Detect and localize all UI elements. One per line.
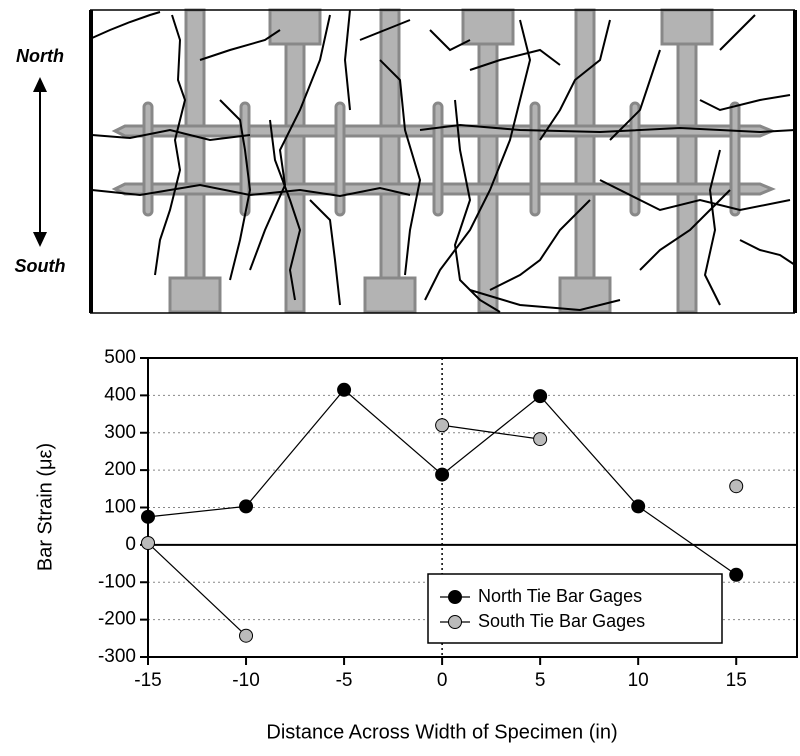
data-point [435,467,450,482]
legend-box [427,573,723,644]
specimen-diagram: North South [15,8,797,314]
data-point [141,536,155,551]
longitudinal-bars [168,8,714,314]
chart: Bar Strain (με) Distance Across Width of… [34,347,798,743]
data-point [631,499,646,514]
legend-marker [448,615,462,629]
y-tick-label: 100 [104,497,136,518]
y-axis-label: Bar Strain (με) [34,443,56,571]
y-tick-label: -100 [98,571,136,592]
data-point [729,567,744,582]
legend-label: South Tie Bar Gages [478,611,645,631]
y-tick-label: 0 [125,534,136,555]
x-tick-label: 0 [437,670,448,691]
south-label: South [15,256,66,276]
legend-label: North Tie Bar Gages [478,586,642,606]
x-tick-label: 10 [628,670,649,691]
y-tick-label: 300 [104,422,136,443]
y-tick-label: 400 [104,384,136,405]
data-point [337,382,352,397]
data-point [533,432,548,447]
cracks [91,9,796,313]
x-tick-label: 5 [535,670,546,691]
direction-arrow [33,77,47,247]
series-line [147,388,737,576]
y-tick-label: 200 [104,459,136,480]
north-label: North [16,46,64,66]
data-point [729,479,744,494]
y-tick-label: 500 [104,347,136,368]
y-tick-label: -300 [98,646,136,667]
data-point [533,389,548,404]
x-axis-label: Distance Across Width of Specimen (in) [266,721,617,743]
legend-marker [448,590,462,604]
x-tick-label: -15 [134,670,161,691]
data-point [239,628,254,643]
plot-frame [147,357,798,658]
data-point [435,418,450,433]
data-point [141,509,155,524]
data-point [239,499,254,514]
x-tick-label: -10 [232,670,259,691]
y-tick-label: -200 [98,609,136,630]
x-tick-label: 15 [726,670,747,691]
x-tick-label: -5 [336,670,353,691]
tie-bars [111,101,776,217]
